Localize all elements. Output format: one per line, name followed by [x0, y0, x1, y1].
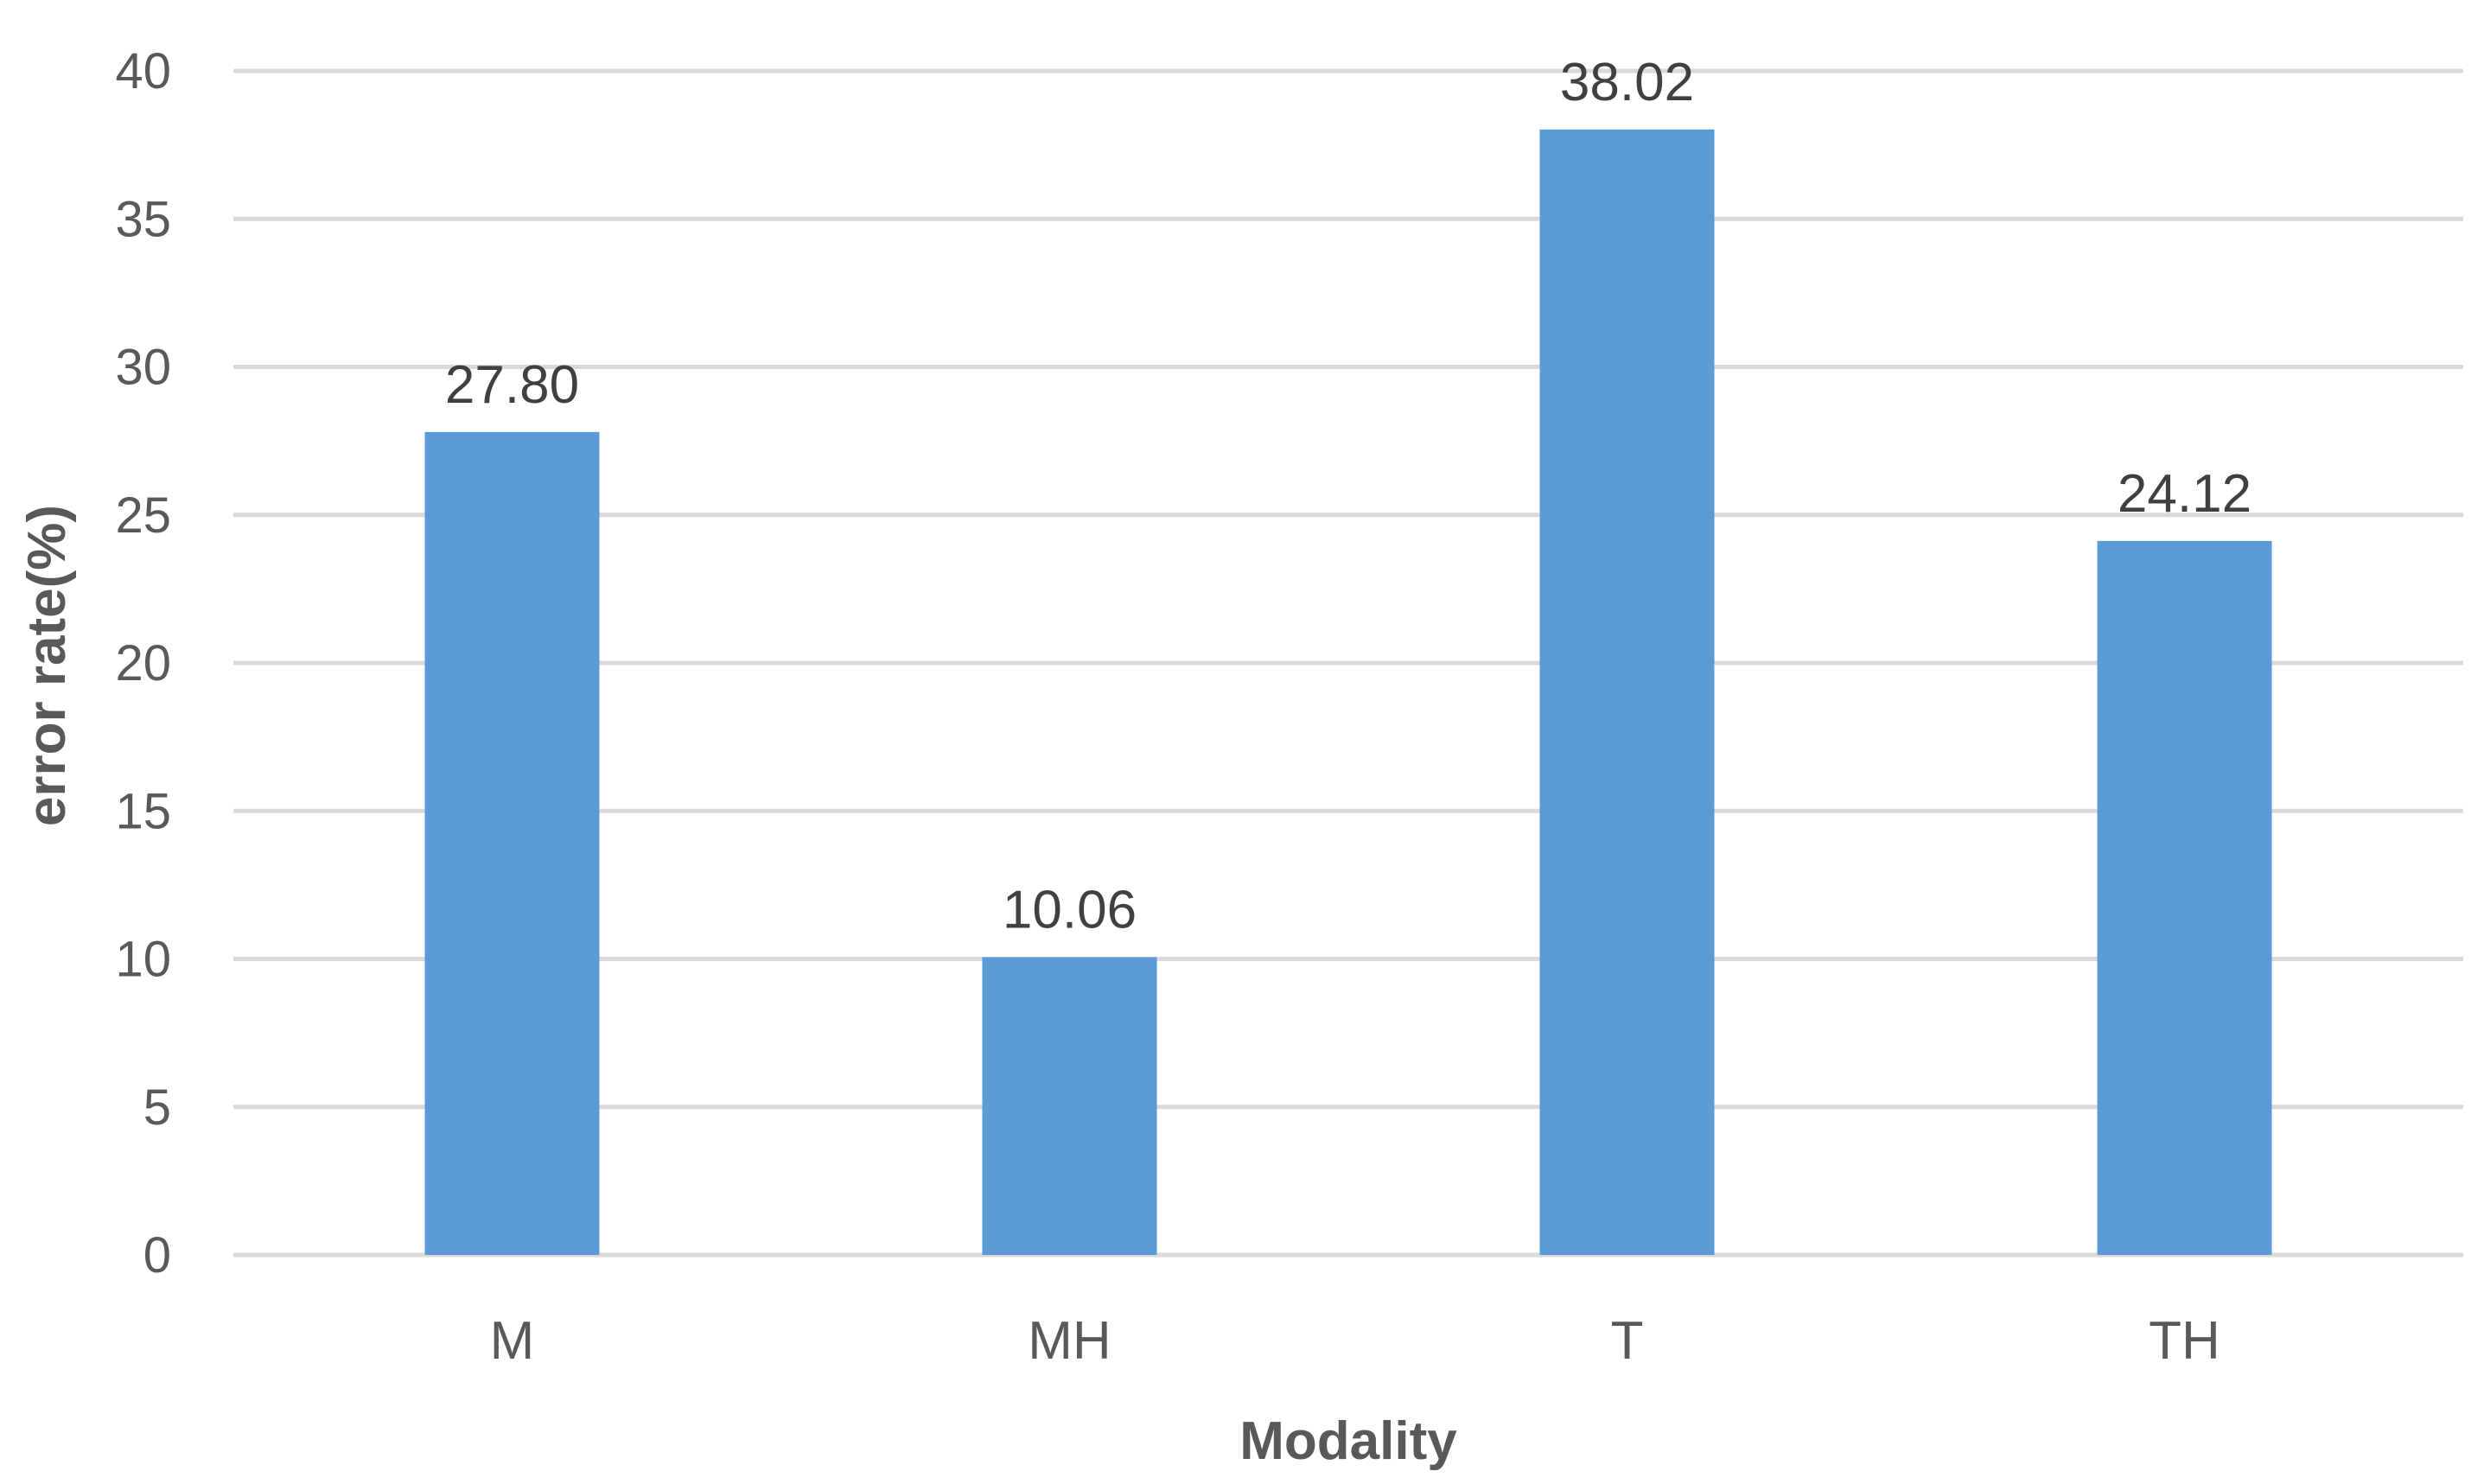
- y-axis-title: error rate(%): [17, 505, 77, 826]
- y-tick-label: 15: [115, 783, 171, 839]
- bar: [982, 957, 1157, 1255]
- y-tick-label: 5: [143, 1080, 171, 1136]
- bar-value-label: 10.06: [1003, 880, 1137, 939]
- bars: [424, 129, 2272, 1256]
- x-category-label: M: [490, 1311, 535, 1371]
- bar-value-label: 24.12: [2118, 464, 2252, 524]
- x-category-label: MH: [1028, 1311, 1111, 1371]
- gridlines: [233, 68, 2463, 1258]
- x-axis-title: Modality: [1239, 1411, 1457, 1471]
- bar: [2097, 540, 2272, 1255]
- data-labels: 27.80 10.06 38.02 24.12: [445, 53, 2252, 940]
- x-category-label: TH: [2149, 1311, 2220, 1371]
- y-axis-tick-labels: 0 5 10 15 20 25 30 35 40: [115, 43, 171, 1283]
- y-tick-label: 35: [115, 191, 171, 247]
- bar: [424, 431, 600, 1256]
- bar-value-label: 27.80: [445, 355, 579, 415]
- bar-value-label: 38.02: [1560, 53, 1694, 112]
- y-tick-label: 20: [115, 635, 171, 691]
- y-tick-label: 10: [115, 932, 171, 988]
- x-axis-category-labels: M MH T TH: [490, 1311, 2220, 1371]
- bar: [1539, 129, 1715, 1256]
- y-tick-label: 30: [115, 340, 171, 396]
- y-tick-label: 0: [143, 1227, 171, 1283]
- x-category-label: T: [1611, 1311, 1644, 1371]
- y-tick-label: 25: [115, 487, 171, 544]
- y-tick-label: 40: [115, 43, 171, 99]
